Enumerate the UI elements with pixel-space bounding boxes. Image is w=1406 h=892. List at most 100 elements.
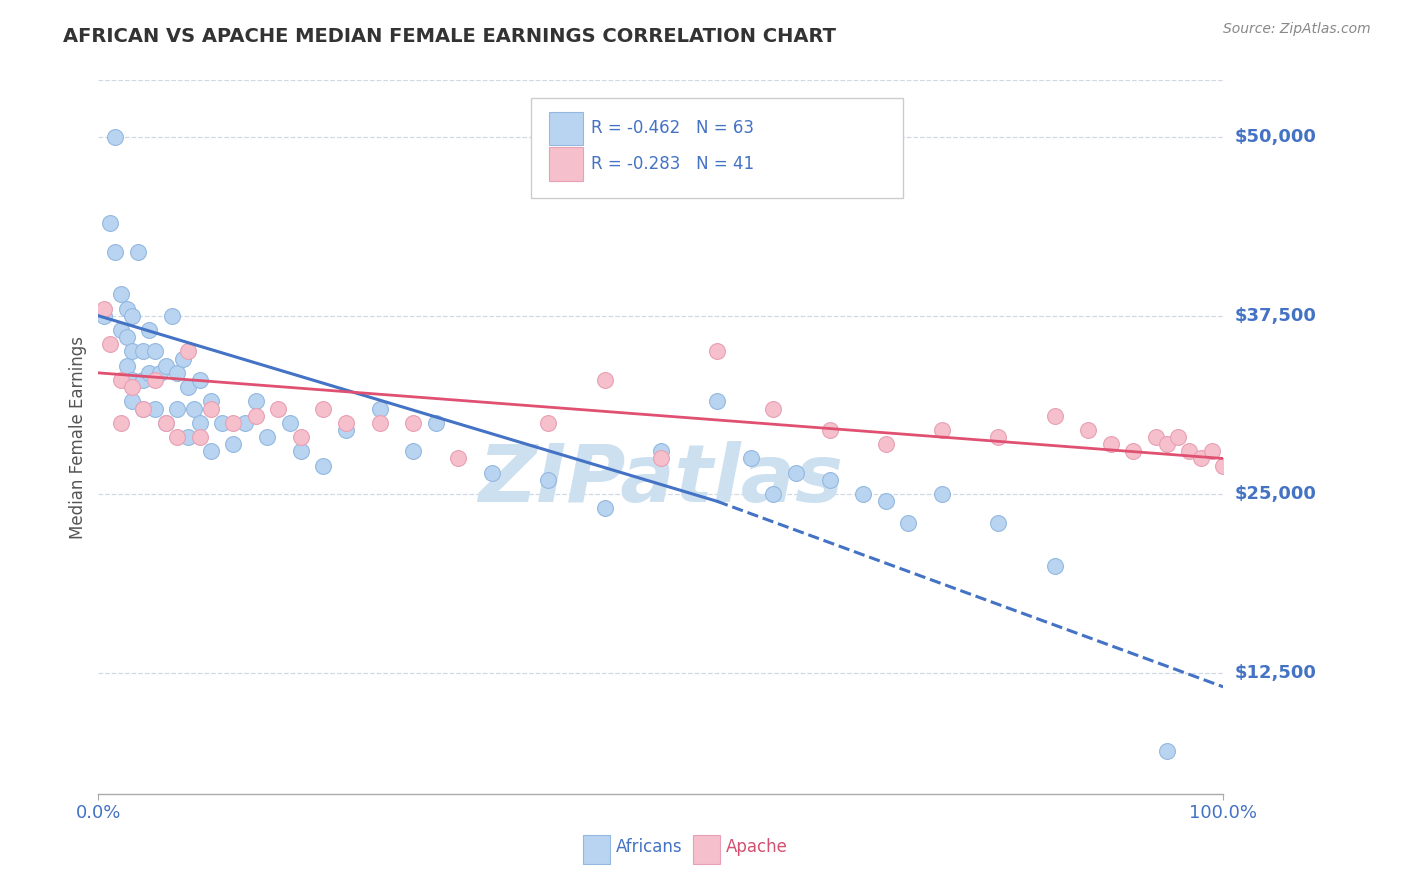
- Point: [987, 430, 1010, 444]
- Point: [897, 516, 920, 530]
- Point: [115, 330, 138, 344]
- Point: [138, 323, 160, 337]
- Point: [104, 130, 127, 145]
- Point: [127, 244, 149, 259]
- Point: [290, 430, 312, 444]
- Point: [852, 487, 875, 501]
- Point: [1189, 451, 1212, 466]
- Text: $25,000: $25,000: [1234, 485, 1316, 503]
- Point: [143, 344, 166, 359]
- Text: R = -0.462   N = 63: R = -0.462 N = 63: [591, 120, 754, 137]
- Point: [290, 444, 312, 458]
- Point: [172, 351, 194, 366]
- Point: [143, 401, 166, 416]
- Point: [818, 423, 841, 437]
- Point: [222, 416, 245, 430]
- Point: [593, 501, 616, 516]
- Text: Source: ZipAtlas.com: Source: ZipAtlas.com: [1223, 22, 1371, 37]
- Point: [1043, 409, 1066, 423]
- Point: [402, 416, 425, 430]
- Point: [447, 451, 470, 466]
- Point: [166, 430, 188, 444]
- Point: [115, 301, 138, 316]
- Point: [132, 344, 155, 359]
- Point: [110, 373, 132, 387]
- Text: $37,500: $37,500: [1234, 307, 1316, 325]
- Point: [110, 416, 132, 430]
- Point: [875, 437, 897, 451]
- Point: [222, 437, 245, 451]
- Point: [93, 301, 115, 316]
- Point: [650, 451, 672, 466]
- Point: [200, 444, 222, 458]
- Point: [188, 416, 211, 430]
- Point: [115, 359, 138, 373]
- Point: [335, 423, 357, 437]
- Point: [1144, 430, 1167, 444]
- Point: [402, 444, 425, 458]
- Point: [1099, 437, 1122, 451]
- Point: [740, 451, 762, 466]
- Point: [245, 394, 267, 409]
- Point: [267, 401, 290, 416]
- Point: [256, 430, 278, 444]
- Point: [177, 344, 200, 359]
- Point: [166, 401, 188, 416]
- Point: [931, 487, 953, 501]
- Point: [98, 216, 121, 230]
- Point: [1043, 558, 1066, 573]
- Point: [200, 394, 222, 409]
- Text: R = -0.283   N = 41: R = -0.283 N = 41: [591, 155, 754, 173]
- Point: [121, 309, 143, 323]
- Point: [160, 309, 183, 323]
- Point: [132, 401, 155, 416]
- FancyBboxPatch shape: [583, 835, 610, 863]
- Point: [93, 309, 115, 323]
- Point: [1167, 430, 1189, 444]
- Point: [1212, 458, 1234, 473]
- Point: [278, 416, 301, 430]
- Point: [425, 416, 447, 430]
- Point: [200, 401, 222, 416]
- Text: $12,500: $12,500: [1234, 664, 1316, 681]
- Point: [818, 473, 841, 487]
- Point: [98, 337, 121, 351]
- Point: [211, 416, 233, 430]
- Point: [121, 394, 143, 409]
- Point: [155, 416, 177, 430]
- Point: [1201, 444, 1223, 458]
- Point: [1156, 437, 1178, 451]
- Text: Africans: Africans: [616, 838, 682, 856]
- Point: [1156, 744, 1178, 758]
- Y-axis label: Median Female Earnings: Median Female Earnings: [69, 335, 87, 539]
- Point: [177, 430, 200, 444]
- Point: [155, 359, 177, 373]
- Point: [104, 244, 127, 259]
- Point: [245, 409, 267, 423]
- Point: [1077, 423, 1099, 437]
- Point: [875, 494, 897, 508]
- Point: [183, 401, 205, 416]
- Point: [166, 366, 188, 380]
- Point: [138, 366, 160, 380]
- Point: [368, 416, 391, 430]
- FancyBboxPatch shape: [550, 147, 583, 181]
- Point: [481, 466, 503, 480]
- Point: [650, 444, 672, 458]
- Point: [110, 323, 132, 337]
- Point: [537, 473, 560, 487]
- Text: AFRICAN VS APACHE MEDIAN FEMALE EARNINGS CORRELATION CHART: AFRICAN VS APACHE MEDIAN FEMALE EARNINGS…: [63, 27, 837, 45]
- FancyBboxPatch shape: [531, 98, 903, 198]
- Point: [233, 416, 256, 430]
- Point: [785, 466, 807, 480]
- Point: [706, 394, 728, 409]
- Point: [188, 373, 211, 387]
- FancyBboxPatch shape: [693, 835, 720, 863]
- Point: [368, 401, 391, 416]
- Point: [132, 373, 155, 387]
- Point: [188, 430, 211, 444]
- FancyBboxPatch shape: [550, 112, 583, 145]
- Point: [987, 516, 1010, 530]
- Point: [537, 416, 560, 430]
- Text: $50,000: $50,000: [1234, 128, 1316, 146]
